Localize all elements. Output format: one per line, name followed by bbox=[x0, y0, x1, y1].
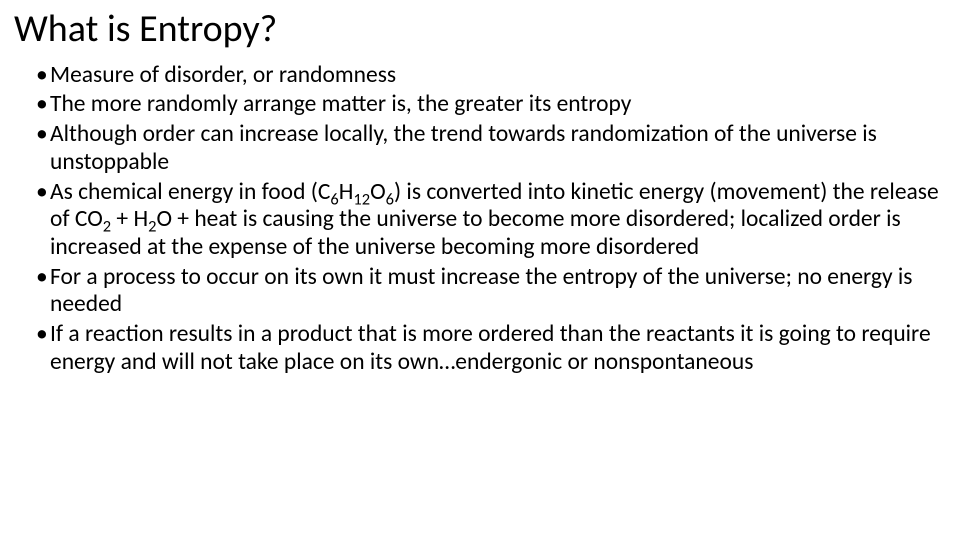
bullet-item: Although order can increase locally, the… bbox=[36, 121, 946, 176]
bullet-item: The more randomly arrange matter is, the… bbox=[36, 91, 946, 119]
bullet-list: Measure of disorder, or randomness The m… bbox=[14, 62, 946, 377]
slide: What is Entropy? Measure of disorder, or… bbox=[0, 0, 960, 540]
slide-title: What is Entropy? bbox=[14, 8, 946, 52]
bullet-item: As chemical energy in food (C6H12O6) is … bbox=[36, 179, 946, 262]
bullet-item: Measure of disorder, or randomness bbox=[36, 62, 946, 90]
bullet-item: For a process to occur on its own it mus… bbox=[36, 264, 946, 319]
bullet-item: If a reaction results in a product that … bbox=[36, 321, 946, 376]
